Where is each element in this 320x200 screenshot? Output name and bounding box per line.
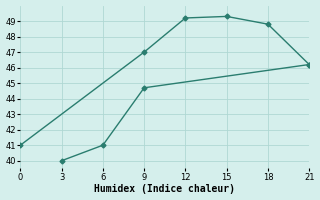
X-axis label: Humidex (Indice chaleur): Humidex (Indice chaleur) — [94, 184, 235, 194]
